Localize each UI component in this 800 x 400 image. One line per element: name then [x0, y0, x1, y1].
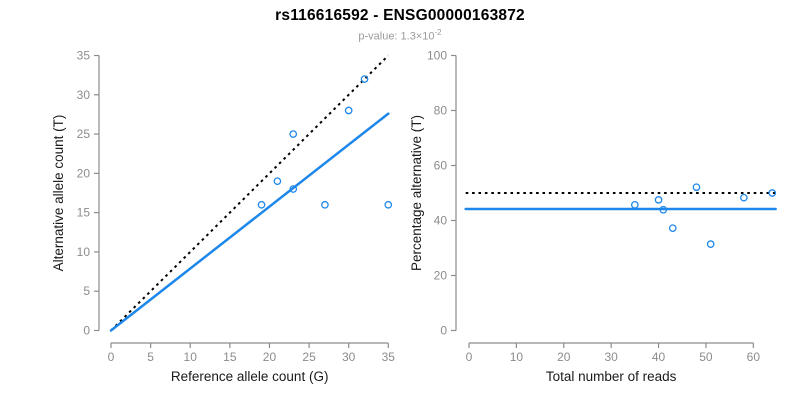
identity-line [110, 54, 390, 332]
x-tick-label: 15 [223, 350, 237, 364]
y-tick-label: 25 [77, 127, 91, 141]
y-tick-label: 40 [434, 214, 448, 228]
data-point [659, 205, 668, 214]
percentage-scatter-plot: 0 20 40 60 80 100 0 10 20 30 40 50 60 Total number of… [409, 49, 777, 384]
pvalue-text: p-value: 1.3×10 [358, 30, 435, 43]
data-point [289, 130, 298, 138]
fit-line [109, 112, 390, 332]
data-point [668, 224, 677, 233]
data-point [321, 200, 329, 209]
data-point [706, 240, 715, 248]
data-point [631, 200, 639, 209]
data-point [768, 189, 777, 197]
allele-count-scatter-plot: 0 5 10 15 20 25 30 35 0 5 10 15 20 25 30 35 Reference al… [51, 49, 396, 385]
y-tick-label: 5 [83, 284, 90, 298]
data-point [384, 200, 393, 209]
y-tick-label: 0 [83, 324, 90, 338]
x-tick-label: 30 [342, 350, 356, 364]
x-tick-label: 60 [747, 350, 761, 364]
x-tick-label: 50 [699, 350, 713, 364]
y-tick-label: 100 [427, 49, 447, 63]
x-axis-title: Total number of reads [546, 369, 677, 384]
y-tick-label: 15 [77, 206, 91, 220]
x-tick-label: 35 [382, 350, 396, 364]
data-point [740, 193, 748, 202]
pvalue-exponent: -2 [434, 28, 442, 37]
x-axis-title: Reference allele count (G) [171, 369, 329, 384]
x-tick-label: 0 [108, 350, 115, 364]
plot-title: rs116616592 - ENSG00000163872 [275, 7, 525, 24]
data-point [654, 196, 663, 204]
y-tick-label: 0 [440, 324, 447, 338]
plot-subtitle: p-value: 1.3×10-2 [0, 28, 800, 43]
data-point [273, 177, 282, 186]
data-point [344, 106, 353, 115]
y-axis-title: Percentage alternative (T) [409, 115, 424, 271]
x-tick-label: 0 [466, 350, 473, 364]
x-tick-label: 10 [510, 350, 524, 364]
data-point [360, 75, 369, 83]
y-tick-label: 80 [434, 104, 448, 118]
y-tick-label: 35 [77, 49, 91, 63]
data-point [289, 185, 298, 193]
x-tick-label: 25 [302, 350, 316, 364]
x-tick-label: 20 [263, 350, 277, 364]
y-tick-label: 30 [77, 88, 91, 102]
y-tick-label: 10 [77, 245, 91, 259]
x-tick-label: 20 [557, 350, 571, 364]
y-tick-label: 20 [434, 269, 448, 283]
data-point [692, 183, 701, 192]
figure-header: rs116616592 - ENSG00000163872 p-value: 1… [0, 0, 800, 43]
data-point [257, 200, 266, 209]
y-tick-label: 20 [77, 166, 91, 180]
x-tick-label: 5 [147, 350, 154, 364]
y-tick-label: 60 [434, 159, 448, 173]
x-tick-label: 10 [184, 350, 198, 364]
x-tick-label: 40 [652, 350, 666, 364]
x-tick-label: 30 [604, 350, 618, 364]
y-axis-title: Alternative allele count (T) [51, 115, 66, 272]
